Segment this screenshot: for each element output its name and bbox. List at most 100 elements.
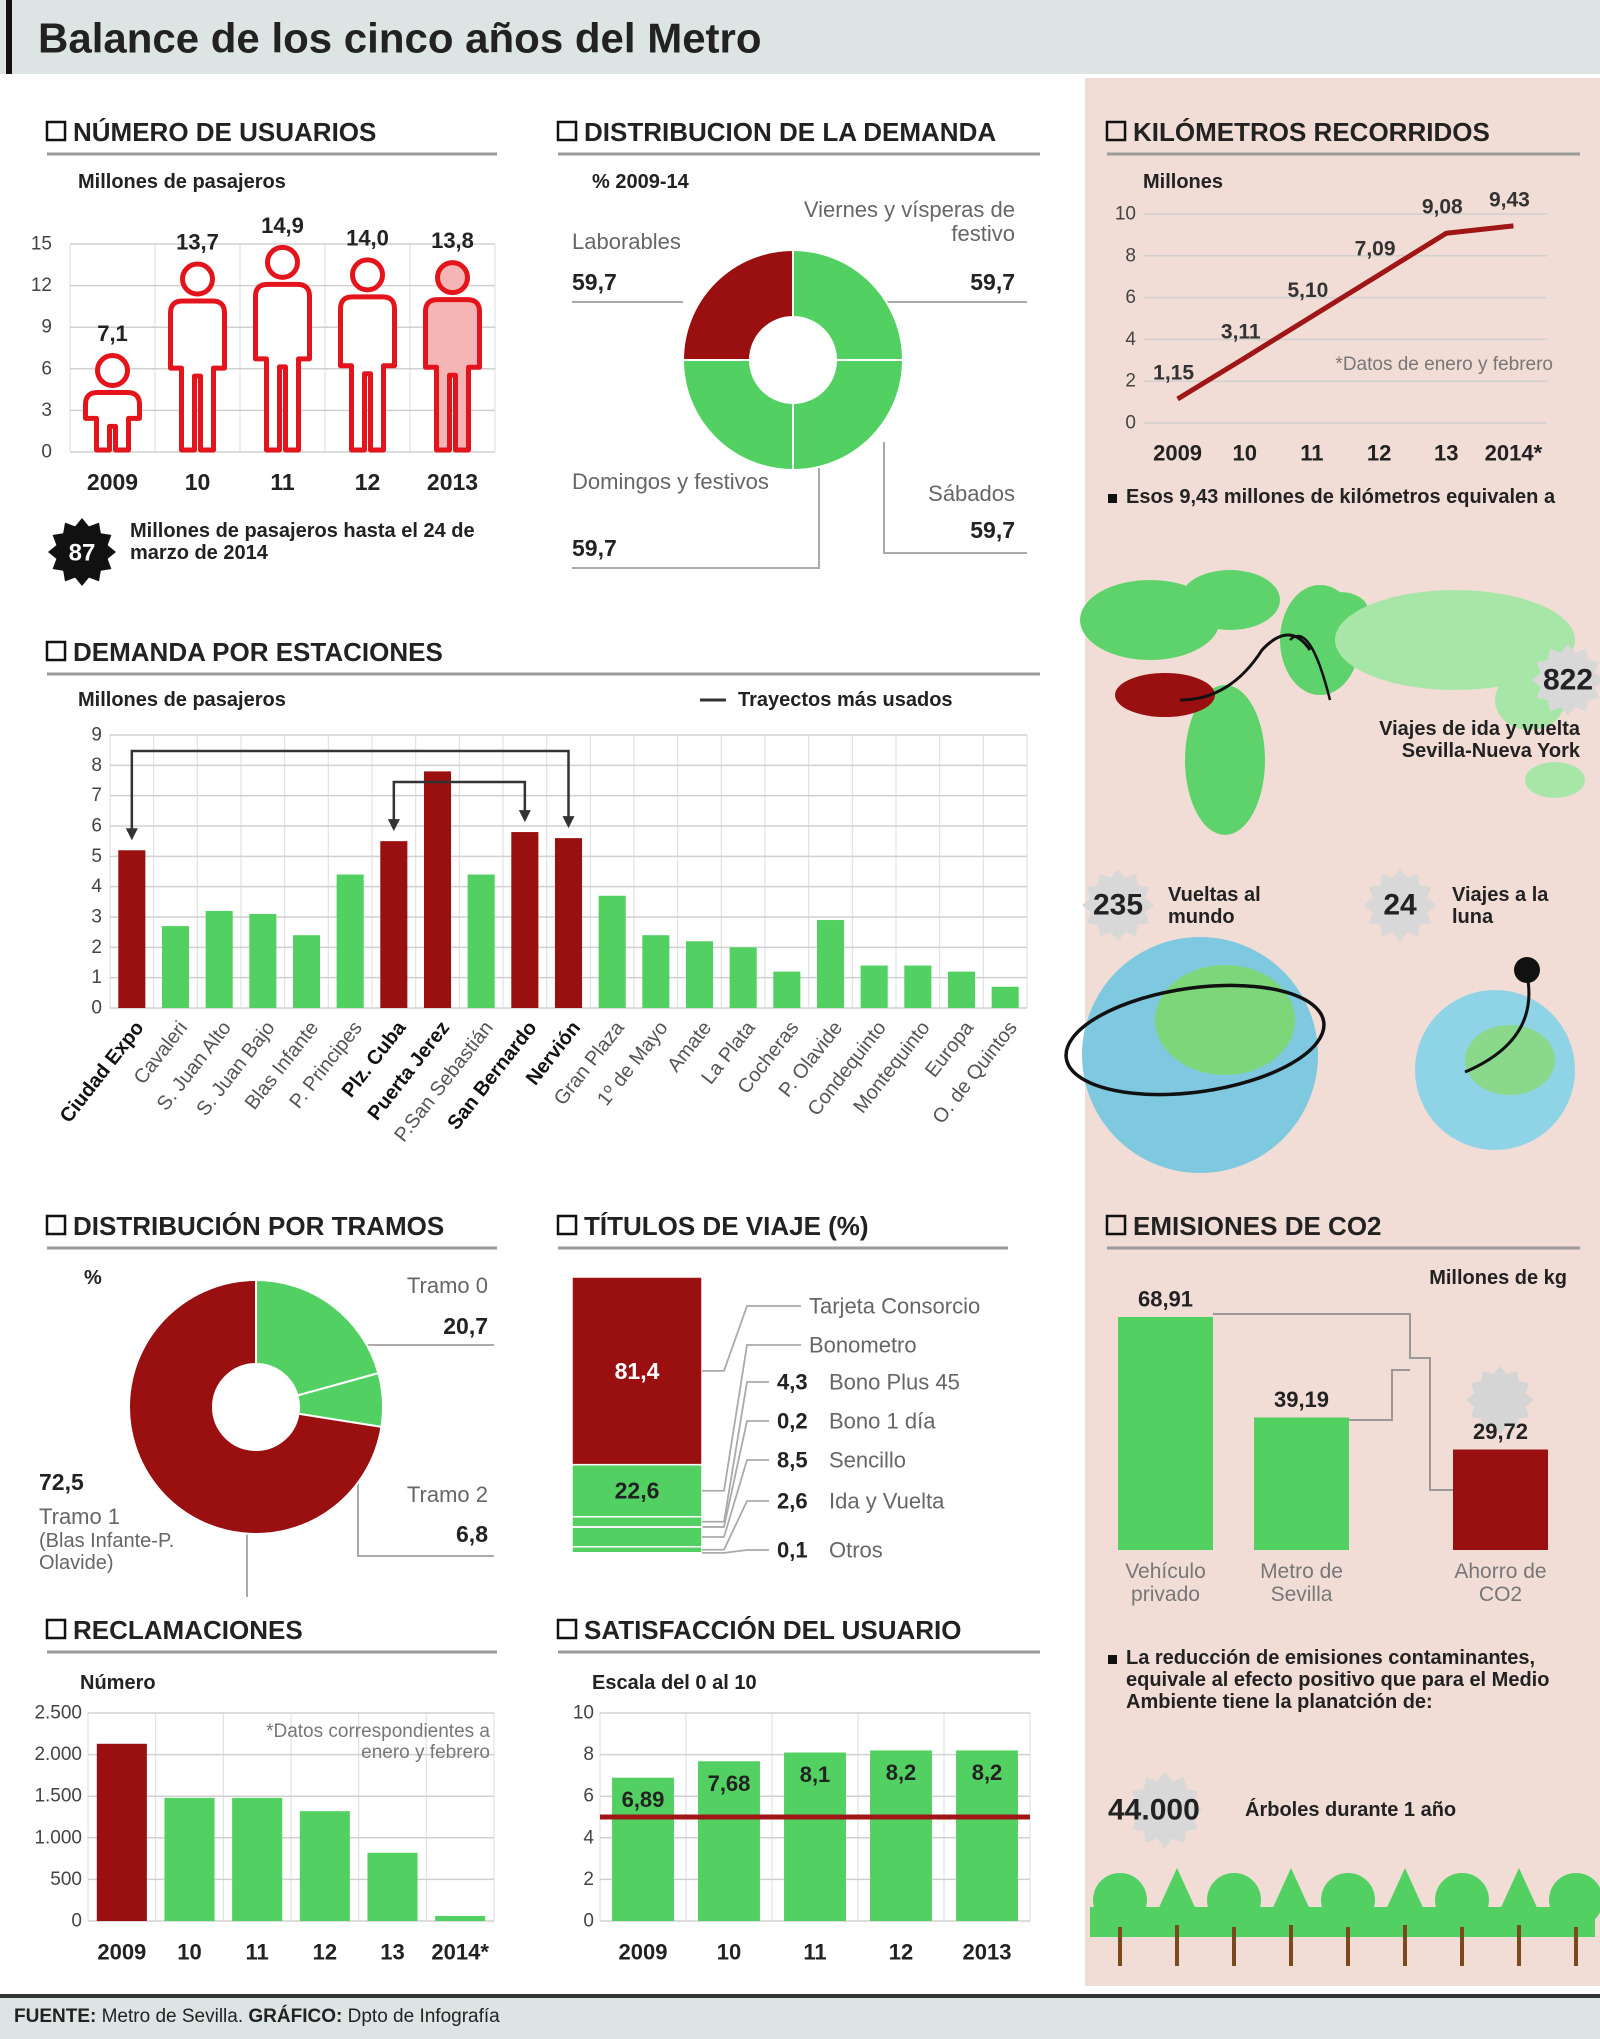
bar <box>784 1752 846 1921</box>
y-tick-label: 8 <box>583 1744 594 1765</box>
bullet <box>1108 494 1117 503</box>
title-box <box>1105 1214 1127 1236</box>
bar <box>380 841 408 1008</box>
section-title: DEMANDA POR ESTACIONES <box>73 637 443 667</box>
figure-body <box>253 281 312 453</box>
subtitle: Millones de pasajeros <box>78 171 286 193</box>
donut-slice <box>255 1278 380 1397</box>
figure-head <box>350 257 385 293</box>
y-tick-label: 3 <box>91 907 102 928</box>
leader-line <box>702 1305 801 1372</box>
tree-crown <box>1379 1868 1431 1925</box>
tree-crown <box>1093 1873 1147 1927</box>
y-tick-label: 0 <box>41 442 52 463</box>
y-tick-label: 4 <box>583 1827 594 1848</box>
x-tick-label: 11 <box>1300 441 1323 466</box>
value-label: 13,8 <box>431 228 474 253</box>
x-tick-label: 12 <box>889 1940 913 1965</box>
category-label: Ida y Vuelta <box>829 1489 945 1514</box>
leader-line <box>702 1381 769 1523</box>
connector <box>1213 1313 1453 1491</box>
donut-slice <box>681 248 794 361</box>
y-tick-label: 6 <box>1125 287 1136 308</box>
value-label: 20,7 <box>443 1313 488 1339</box>
section-title: DISTRIBUCION DE LA DEMANDA <box>584 117 996 147</box>
bar <box>698 1761 760 1921</box>
y-tick-label: 9 <box>41 317 52 338</box>
title-box <box>45 1618 67 1640</box>
y-tick-label: 5 <box>91 846 102 867</box>
bar <box>299 1811 350 1921</box>
value-label: 8,5 <box>777 1448 808 1473</box>
x-tick-label: 2013 <box>963 1940 1012 1965</box>
tree-crown <box>1493 1868 1545 1925</box>
y-tick-label: 1.000 <box>34 1827 82 1848</box>
bar <box>467 874 495 1008</box>
section-title: RECLAMACIONES <box>73 1615 303 1645</box>
bar <box>642 935 670 1008</box>
category-label: Bonometro <box>809 1333 917 1358</box>
value-label: 9,08 <box>1422 196 1463 219</box>
badge <box>1532 644 1600 716</box>
tree-crown <box>1207 1873 1261 1927</box>
value-label: 7,68 <box>708 1771 751 1796</box>
credit-text: Dpto de Infografía <box>347 2006 500 2027</box>
value-label: 0,2 <box>777 1409 808 1434</box>
value-label: 39,19 <box>1274 1387 1329 1412</box>
leader-line <box>702 1344 801 1492</box>
bar <box>554 838 583 1008</box>
x-tick-label: 2014* <box>431 1940 489 1965</box>
bar <box>947 971 976 1008</box>
y-tick-label: 10 <box>573 1703 594 1724</box>
bar <box>773 971 801 1008</box>
bar <box>161 926 190 1008</box>
y-tick-label: 7 <box>91 785 102 806</box>
y-tick-label: 2 <box>91 937 102 958</box>
bar <box>164 1797 215 1921</box>
title-box <box>1105 120 1127 142</box>
bar <box>232 1797 283 1921</box>
x-tick-label: 2009 <box>619 1940 668 1965</box>
section-title: NÚMERO DE USUARIOS <box>73 117 376 147</box>
globe-land <box>1155 965 1295 1075</box>
flight-path <box>1289 634 1332 701</box>
y-tick-label: 6 <box>91 816 102 837</box>
y-tick-label: 10 <box>1115 204 1136 225</box>
title-bar <box>0 0 1600 74</box>
bar <box>336 874 364 1008</box>
donut-slice <box>128 1278 383 1535</box>
value-label: 6,89 <box>622 1787 665 1812</box>
x-tick-label: 2014* <box>1485 441 1543 466</box>
y-tick-label: 500 <box>50 1869 82 1890</box>
y-tick-label: 9 <box>91 725 102 746</box>
bullet <box>1108 1655 1117 1664</box>
y-tick-label: 2.500 <box>34 1703 82 1724</box>
value-label: 59,7 <box>970 269 1015 295</box>
title-box <box>45 120 67 142</box>
bar <box>956 1750 1018 1921</box>
bar <box>612 1777 674 1921</box>
donut-slice <box>681 359 794 472</box>
route-arrow <box>125 828 138 841</box>
subtitle: Millones de kg <box>1429 1267 1567 1289</box>
equivalence-value: 24 <box>1383 889 1417 922</box>
category-label: Bono Plus 45 <box>829 1370 960 1395</box>
badge <box>1466 1366 1534 1434</box>
value-label: 6,8 <box>456 1521 488 1547</box>
figure-body <box>423 297 482 453</box>
value-label: 9,43 <box>1489 188 1530 211</box>
y-tick-label: 3 <box>41 400 52 421</box>
x-tick-label: 2013 <box>427 469 478 495</box>
bar <box>292 935 321 1008</box>
y-tick-label: 2.000 <box>34 1744 82 1765</box>
value-label: 29,72 <box>1473 1419 1528 1444</box>
badge <box>1364 869 1436 941</box>
x-tick-label: 11 <box>270 469 295 495</box>
pictogram-figure <box>168 261 227 453</box>
subtitle: Escala del 0 al 10 <box>592 1672 757 1694</box>
moon-path <box>1464 974 1531 1074</box>
bar <box>816 920 845 1008</box>
title-box <box>556 1618 578 1640</box>
figure-body <box>83 390 142 453</box>
category-label: Sencillo <box>829 1448 906 1473</box>
